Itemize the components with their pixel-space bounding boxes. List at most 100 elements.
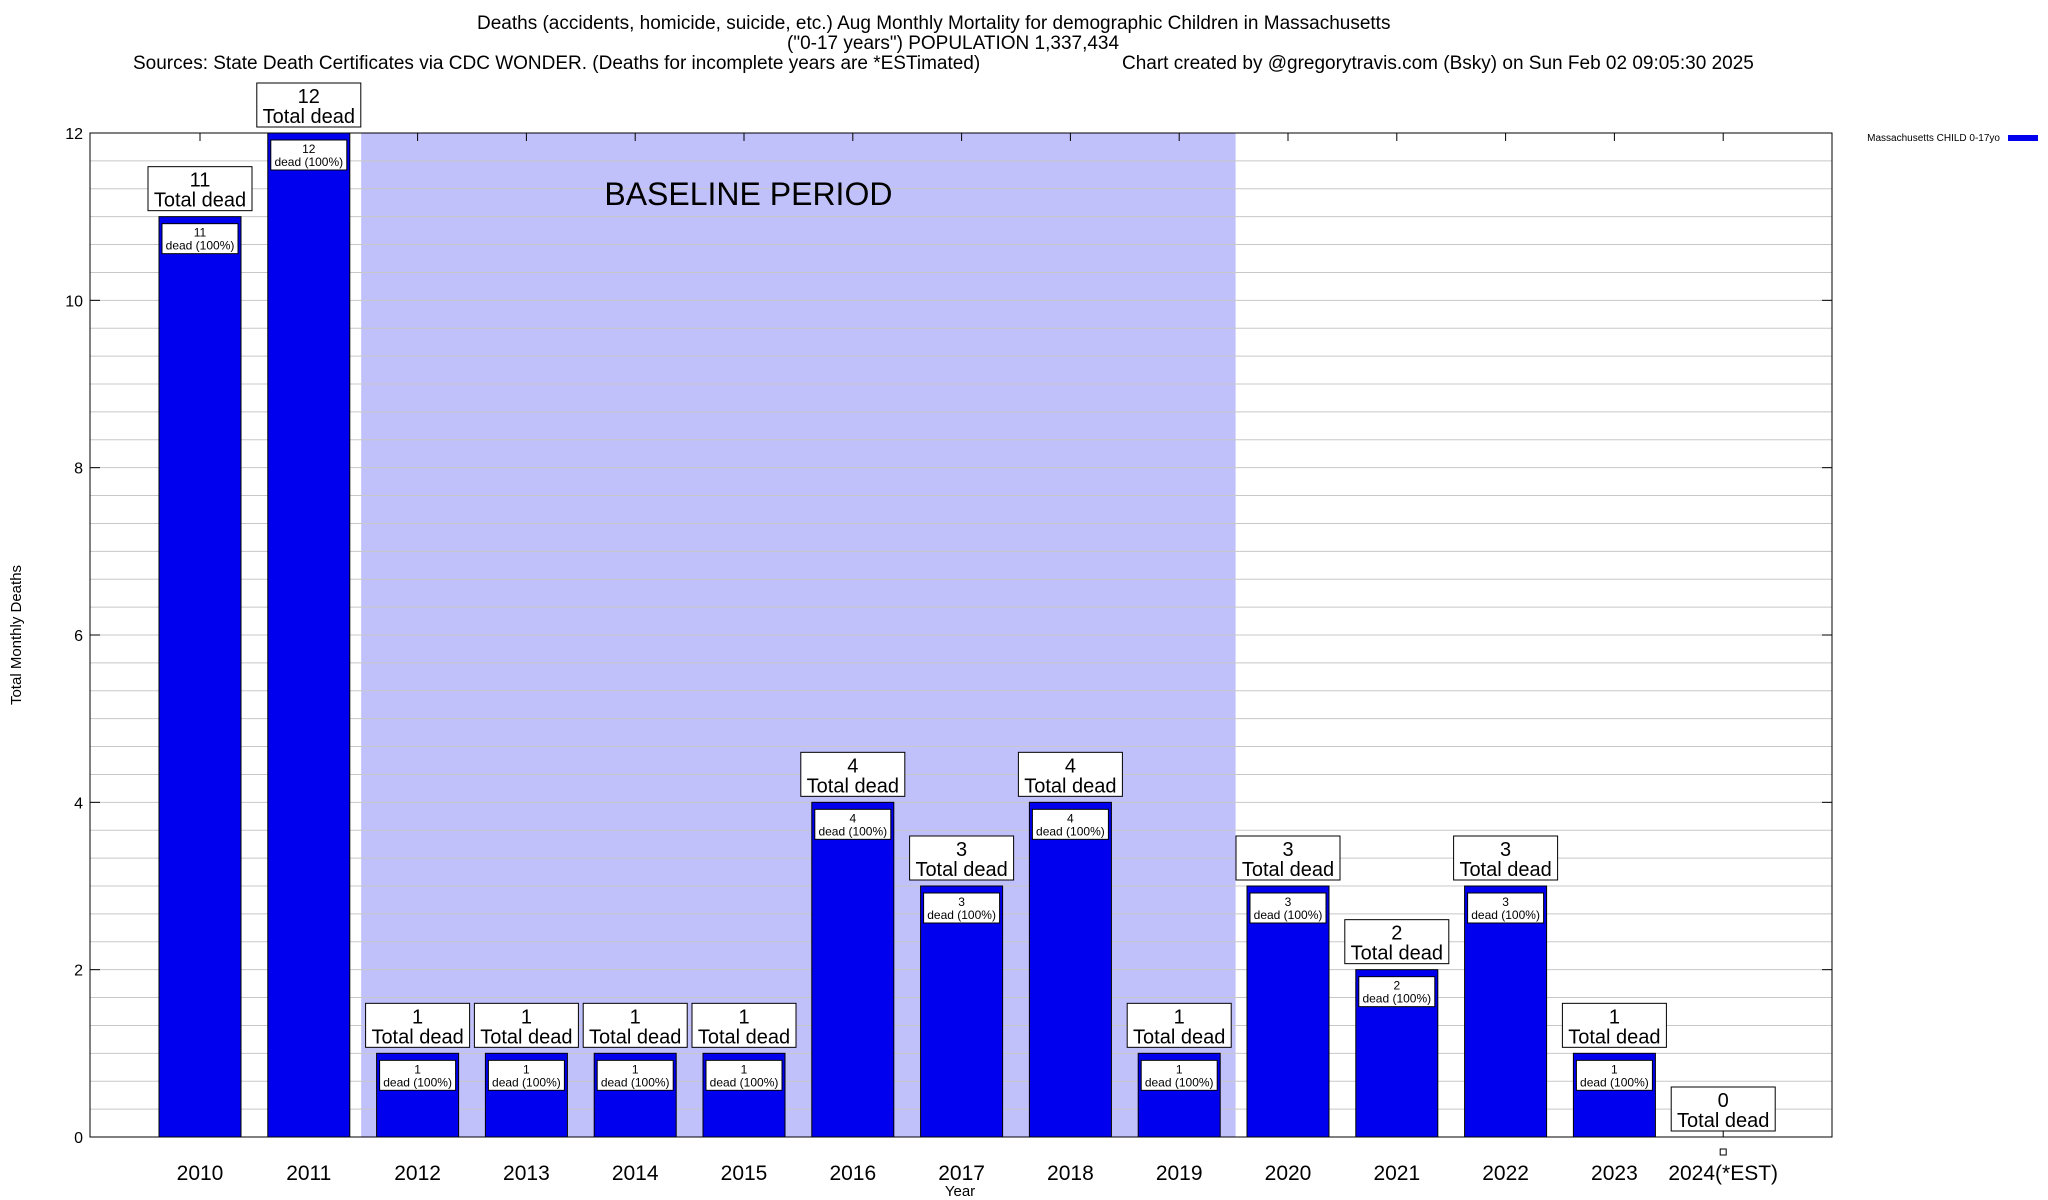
total-label-box [1344, 919, 1450, 965]
total-label-count: 3 [1500, 839, 1511, 861]
total-label-box [909, 835, 1015, 881]
total-label-text: Total dead [154, 190, 246, 212]
total-label-text: Total dead [1568, 1026, 1660, 1048]
chart-header: Deaths (accidents, homicide, suicide, et… [0, 12, 2048, 82]
total-label-box [473, 1002, 579, 1048]
x-tick-label: 2022 [1482, 1162, 1529, 1185]
inner-label-count: 4 [849, 811, 856, 825]
inner-label-count: 1 [1176, 1062, 1183, 1076]
chart-subtitle: ("0-17 years") POPULATION 1,337,434 [787, 33, 1120, 54]
inner-label-box [814, 808, 892, 840]
legend-swatch [2008, 135, 2038, 141]
total-label-text: Total dead [480, 1026, 572, 1048]
total-label-count: 1 [412, 1006, 423, 1028]
total-label-text: Total dead [807, 775, 899, 797]
inner-label-count: 3 [958, 895, 965, 909]
inner-label-count: 3 [1502, 895, 1509, 909]
total-label-count: 1 [521, 1006, 532, 1028]
inner-label-text: dead (100%) [383, 1075, 452, 1089]
bar-2011 [267, 132, 351, 1138]
total-label-count: 3 [956, 839, 967, 861]
inner-label-text: dead (100%) [274, 155, 343, 169]
total-label-count: 0 [1718, 1090, 1729, 1112]
total-label-box [1670, 1086, 1776, 1132]
total-label-count: 4 [847, 755, 858, 777]
inner-label-text: dead (100%) [1362, 992, 1431, 1006]
x-tick-label: 2015 [721, 1162, 768, 1185]
total-label-box [147, 166, 253, 212]
chart-credit: Chart created by @gregorytravis.com (Bsk… [1122, 53, 1754, 74]
inner-label-text: dead (100%) [710, 1075, 779, 1089]
total-label-text: Total dead [1133, 1026, 1225, 1048]
inner-label-box [379, 1059, 457, 1091]
inner-label-text: dead (100%) [1036, 824, 1105, 838]
inner-label-count: 1 [523, 1062, 530, 1076]
total-label-box [582, 1002, 688, 1048]
bar-2018 [1028, 801, 1112, 1138]
inner-label-text: dead (100%) [1145, 1075, 1214, 1089]
x-tick-label: 2016 [829, 1162, 876, 1185]
total-label-text: Total dead [1351, 943, 1443, 965]
inner-label-box [1467, 892, 1545, 924]
inner-label-text: dead (100%) [1580, 1075, 1649, 1089]
x-tick-label: 2011 [286, 1162, 331, 1185]
total-label-box [691, 1002, 797, 1048]
inner-label-box [1140, 1059, 1218, 1091]
x-tick-label: 2014 [612, 1162, 659, 1185]
y-tick-label: 8 [74, 461, 83, 478]
inner-label-box [487, 1059, 565, 1091]
inner-label-count: 12 [302, 142, 316, 156]
inner-label-text: dead (100%) [166, 239, 235, 253]
total-label-count: 12 [298, 86, 320, 108]
x-tick-label: 2013 [503, 1162, 550, 1185]
total-label-count: 1 [1174, 1006, 1185, 1028]
total-label-text: Total dead [1242, 859, 1334, 881]
total-label-count: 1 [630, 1006, 641, 1028]
bar-2010 [158, 216, 242, 1138]
total-label-count: 2 [1391, 923, 1402, 945]
inner-label-count: 1 [741, 1062, 748, 1076]
legend-label: Massachusetts CHILD 0-17yo [1867, 133, 2000, 144]
x-tick-label: 2024(*EST) [1668, 1162, 1778, 1185]
bar-2016 [811, 801, 895, 1138]
y-tick-label: 10 [65, 293, 83, 310]
inner-label-count: 1 [1611, 1062, 1618, 1076]
total-label-count: 3 [1282, 839, 1293, 861]
y-tick-label: 0 [74, 1130, 83, 1147]
total-label-text: Total dead [1459, 859, 1551, 881]
y-tick-label: 12 [65, 126, 83, 143]
total-label-box [1017, 751, 1123, 797]
inner-label-box [1249, 892, 1327, 924]
y-tick-label: 6 [74, 628, 83, 645]
total-label-text: Total dead [1677, 1110, 1769, 1132]
inner-label-box [1358, 976, 1436, 1008]
total-label-box [1235, 835, 1341, 881]
total-label-text: Total dead [371, 1026, 463, 1048]
inner-label-box [923, 892, 1001, 924]
inner-label-box [161, 223, 239, 255]
inner-label-box [1031, 808, 1109, 840]
bar-2017 [920, 885, 1004, 1138]
x-tick-label: 2010 [177, 1162, 224, 1185]
inner-label-box [596, 1059, 674, 1091]
total-label-box [365, 1002, 471, 1048]
total-label-count: 11 [190, 170, 211, 192]
total-label-text: Total dead [263, 106, 355, 128]
inner-label-text: dead (100%) [601, 1075, 670, 1089]
y-axis-label: Total Monthly Deaths [8, 565, 25, 705]
total-label-text: Total dead [1024, 775, 1116, 797]
total-label-box [1126, 1002, 1232, 1048]
x-tick-label: 2019 [1156, 1162, 1203, 1185]
inner-label-text: dead (100%) [818, 824, 887, 838]
inner-label-box [270, 139, 348, 171]
inner-label-text: dead (100%) [1254, 908, 1323, 922]
total-label-box [256, 82, 362, 128]
inner-label-count: 3 [1285, 895, 1292, 909]
total-label-text: Total dead [915, 859, 1007, 881]
x-tick-label: 2018 [1047, 1162, 1094, 1185]
x-axis-label: Year [945, 1183, 975, 1200]
inner-label-count: 1 [632, 1062, 639, 1076]
total-label-box [800, 751, 906, 797]
inner-label-text: dead (100%) [492, 1075, 561, 1089]
